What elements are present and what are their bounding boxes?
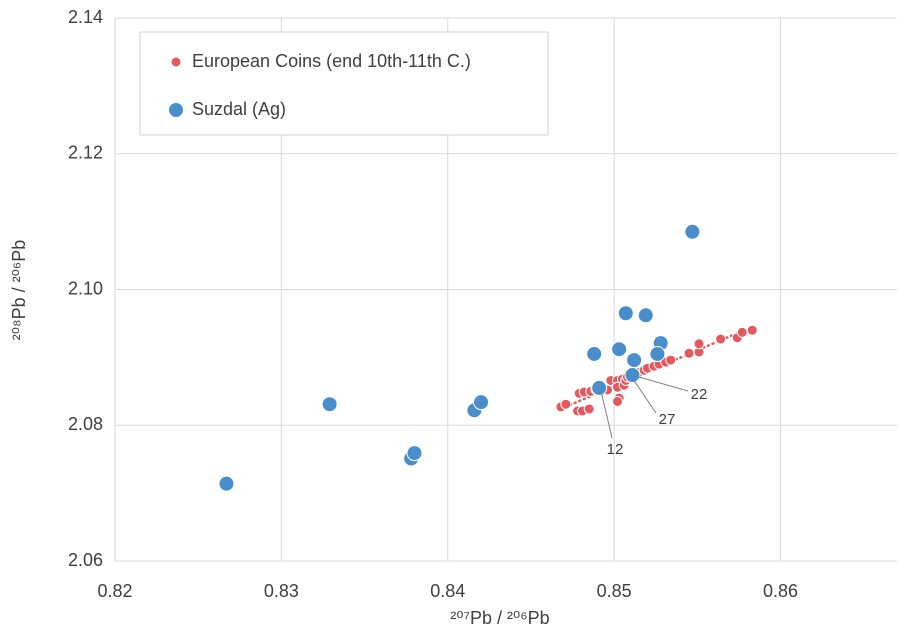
x-tick-label: 0.85: [597, 581, 632, 601]
x-axis-title: ²⁰⁷Pb / ²⁰⁶Pb: [450, 608, 549, 628]
point: [473, 394, 490, 411]
x-tick-label: 0.82: [97, 581, 132, 601]
point: [736, 326, 748, 338]
point: [746, 324, 758, 336]
annotation-leader: [632, 378, 657, 414]
annotation-leader: [600, 390, 613, 439]
legend-box: [139, 31, 549, 136]
point: [218, 475, 235, 492]
x-tick-label: 0.86: [763, 581, 798, 601]
point: [617, 305, 634, 322]
y-tick-label: 2.12: [68, 143, 103, 163]
y-tick-label: 2.10: [68, 278, 103, 298]
annotation: 12: [607, 441, 624, 458]
x-tick-label: 0.83: [264, 581, 299, 601]
y-tick-label: 2.14: [68, 7, 103, 27]
legend-label: European Coins (end 10th-11th C.): [192, 51, 471, 71]
legend-label: Suzdal (Ag): [192, 99, 286, 119]
y-tick-label: 2.06: [68, 550, 103, 570]
point: [637, 307, 654, 324]
legend-marker: [170, 56, 182, 68]
point: [583, 403, 595, 415]
point: [611, 341, 628, 358]
point: [693, 338, 705, 350]
point: [624, 367, 641, 384]
point: [406, 445, 423, 462]
y-tick-label: 2.08: [68, 414, 103, 434]
annotation: 27: [659, 411, 676, 428]
point: [560, 398, 572, 410]
point: [591, 379, 608, 396]
annotation-leader: [638, 376, 689, 392]
point: [626, 352, 643, 369]
point: [321, 396, 338, 413]
annotation: 22: [691, 386, 708, 403]
legend-marker: [168, 102, 184, 118]
y-axis-title: ²⁰⁸Pb / ²⁰⁶Pb: [9, 240, 29, 340]
point: [665, 354, 677, 366]
point: [683, 347, 695, 359]
point: [684, 223, 701, 240]
x-tick-label: 0.84: [430, 581, 465, 601]
point: [715, 333, 727, 345]
point: [611, 395, 623, 407]
point: [649, 345, 666, 362]
point: [586, 345, 603, 362]
